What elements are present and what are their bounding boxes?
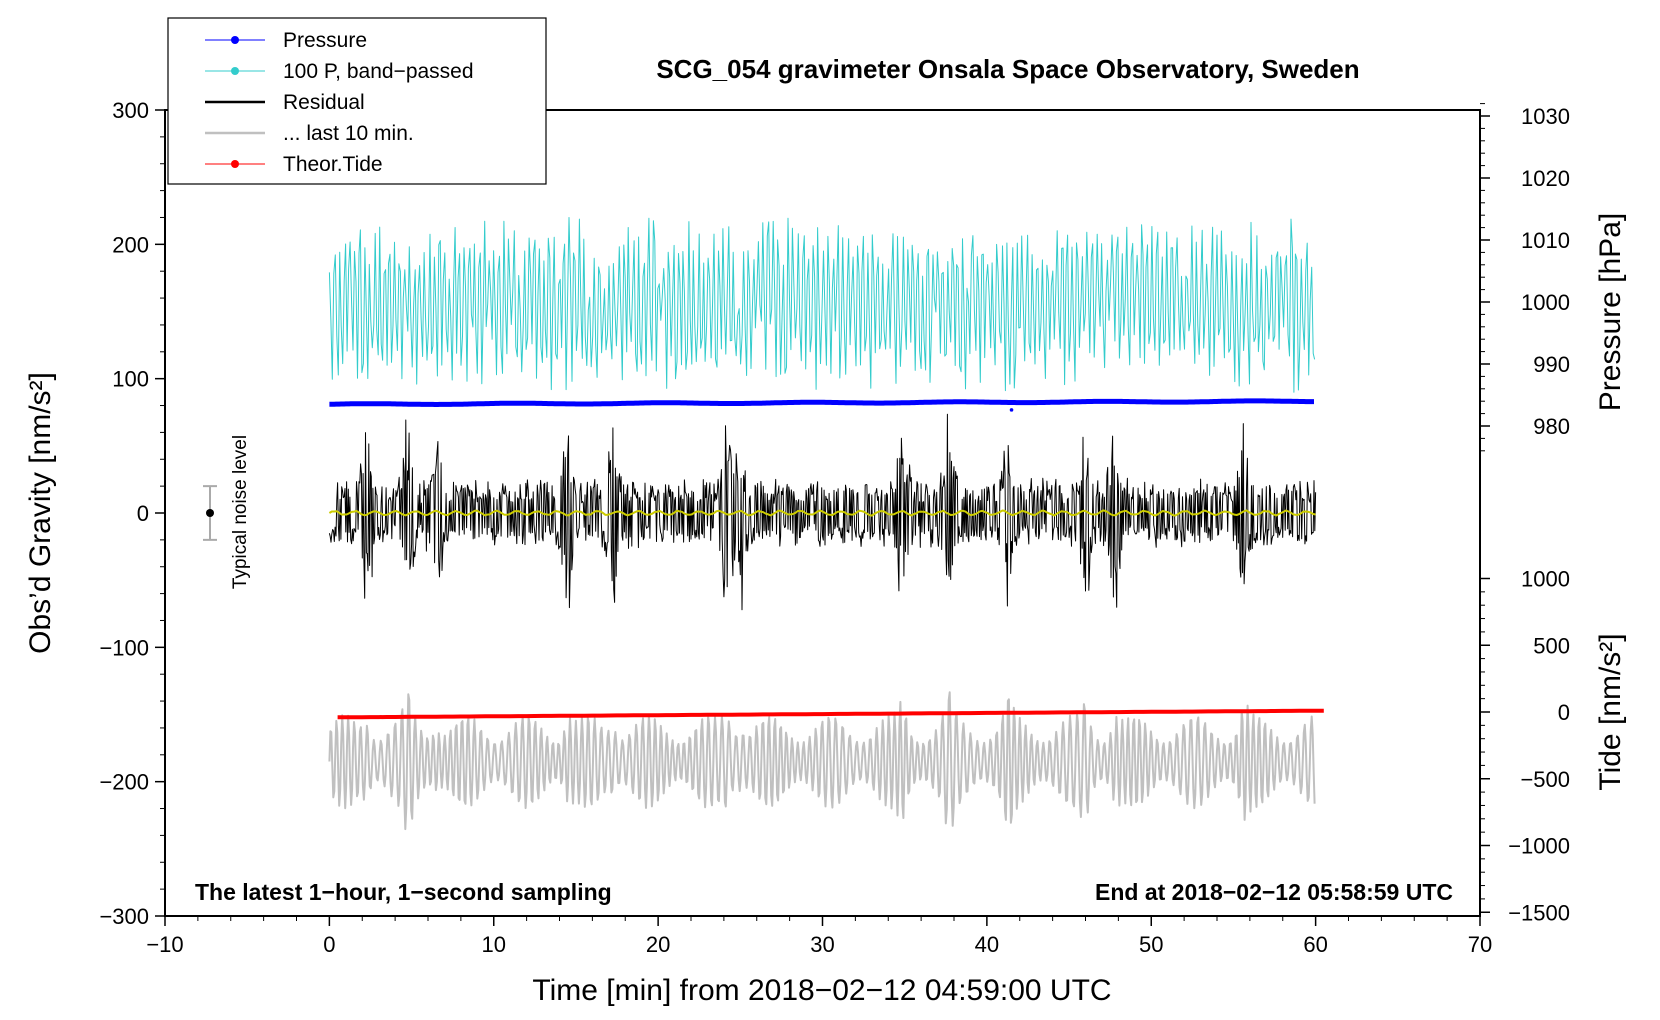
pressure-tick-label: 1030	[1521, 104, 1570, 129]
noise-level-indicator: Typical noise level	[203, 435, 251, 589]
noise-level-dot	[206, 509, 214, 517]
pressure-tick-label: 980	[1533, 414, 1570, 439]
pressure-tick-label: 990	[1533, 352, 1570, 377]
x-tick-label: 30	[810, 932, 834, 957]
legend-marker	[231, 160, 239, 168]
legend: Pressure 100 P, band−passed Residual ... la…	[167, 17, 547, 185]
tide-tick-label: −1500	[1508, 900, 1570, 925]
series-residual	[328, 413, 1317, 611]
pressure-tick-label: 1000	[1521, 290, 1570, 315]
series-pressure	[328, 398, 1315, 407]
axis-layer: −10 0 10 20 30 40 50 60 703002001000−100−200−300…	[99, 98, 1570, 957]
series-last-10-min	[328, 691, 1316, 831]
tide-tick-label: 0	[1558, 700, 1570, 725]
legend-label: Residual	[283, 91, 365, 114]
y-axis-label-tide: Tide [nm/s²]	[1594, 633, 1627, 790]
x-tick-label: 10	[482, 932, 506, 957]
series-residual-smoothed	[328, 509, 1316, 517]
tide-tick-label: −500	[1520, 767, 1570, 792]
x-tick-label: 70	[1468, 932, 1492, 957]
y-tick-label: −100	[99, 635, 149, 660]
note-end-time: End at 2018−02−12 05:58:59 UTC	[1095, 879, 1453, 905]
tide-tick-label: −1000	[1508, 834, 1570, 859]
pressure-outlier-point	[1009, 408, 1014, 412]
legend-marker	[231, 67, 239, 75]
y-tick-label: −300	[99, 904, 149, 929]
y-axis-label-left: Obs’d Gravity [nm/s²]	[24, 372, 57, 654]
y-axis-label-pressure: Pressure [hPa]	[1594, 213, 1627, 411]
y-tick-label: 200	[112, 232, 149, 257]
x-axis-label: Time [min] from 2018−02−12 04:59:00 UTC	[532, 974, 1111, 1007]
series-theoretical-tide	[337, 708, 1324, 720]
chart-title: SCG_054 gravimeter Onsala Space Observat…	[656, 54, 1359, 84]
legend-label: Theor.Tide	[283, 153, 383, 176]
tide-tick-label: 500	[1533, 633, 1570, 658]
legend-label: 100 P, band−passed	[283, 60, 474, 83]
x-tick-label: 20	[646, 932, 670, 957]
pressure-tick-label: 1020	[1521, 166, 1570, 191]
series-layer	[328, 217, 1324, 831]
noise-level-label: Typical noise level	[230, 435, 251, 589]
x-tick-label: 40	[975, 932, 999, 957]
x-tick-label: 50	[1139, 932, 1163, 957]
x-tick-label: 0	[323, 932, 335, 957]
tide-tick-label: 1000	[1521, 567, 1570, 592]
x-tick-label: −10	[146, 932, 183, 957]
note-sampling: The latest 1−hour, 1−second sampling	[195, 879, 612, 905]
y-tick-label: 300	[112, 98, 149, 123]
y-tick-label: 100	[112, 367, 149, 392]
y-tick-label: 0	[137, 501, 149, 526]
y-tick-label: −200	[99, 770, 149, 795]
x-tick-label: 60	[1303, 932, 1327, 957]
legend-label: Pressure	[283, 29, 367, 52]
pressure-tick-label: 1010	[1521, 228, 1570, 253]
legend-label: ... last 10 min.	[283, 122, 414, 145]
series-pressure-bandpassed	[328, 217, 1316, 393]
legend-marker	[231, 36, 239, 44]
